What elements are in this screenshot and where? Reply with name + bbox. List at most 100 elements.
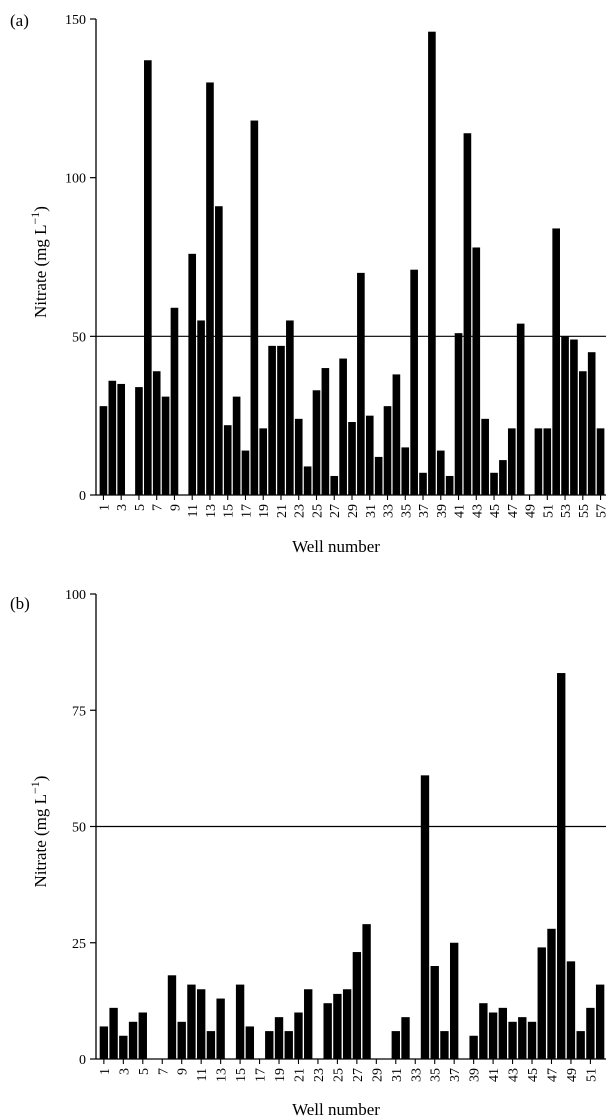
x-tick-label: 3 bbox=[115, 504, 130, 511]
bar-well-45 bbox=[490, 472, 498, 495]
x-tick-label: 9 bbox=[176, 1068, 191, 1075]
bar-well-31 bbox=[365, 415, 374, 495]
bar-well-37 bbox=[419, 472, 427, 495]
bar-well-11 bbox=[188, 253, 197, 495]
x-tick-label: 29 bbox=[370, 1068, 385, 1082]
bar-well-46 bbox=[499, 460, 507, 495]
bar-well-36 bbox=[410, 269, 418, 495]
bar-well-10 bbox=[187, 984, 196, 1059]
bar-well-3 bbox=[117, 383, 126, 495]
bar-well-1 bbox=[99, 1026, 109, 1059]
y-axis-title-superscript: −1 bbox=[28, 781, 42, 794]
bar-well-9 bbox=[170, 307, 179, 495]
bar-well-42 bbox=[463, 133, 472, 496]
x-tick-label: 11 bbox=[195, 1068, 210, 1081]
bar-well-25 bbox=[312, 390, 321, 495]
x-tick-label: 23 bbox=[312, 1068, 327, 1082]
x-tick-label: 57 bbox=[595, 504, 609, 518]
x-tick-label: 27 bbox=[351, 1068, 366, 1082]
bar-well-48 bbox=[557, 673, 566, 1059]
x-tick-label: 55 bbox=[577, 504, 592, 518]
x-tick-label: 7 bbox=[151, 504, 166, 511]
y-axis-title-superscript: −1 bbox=[28, 212, 42, 225]
y-tick-label: 50 bbox=[72, 330, 86, 345]
bar-well-43 bbox=[508, 1021, 517, 1059]
bar-well-41 bbox=[488, 1012, 498, 1059]
x-tick-label: 47 bbox=[506, 504, 521, 518]
bar-well-5 bbox=[135, 387, 143, 495]
y-tick-label: 75 bbox=[72, 704, 86, 719]
x-tick-label: 35 bbox=[399, 504, 414, 518]
x-tick-label: 33 bbox=[409, 1068, 424, 1082]
y-tick-label: 100 bbox=[65, 588, 86, 603]
bar-well-47 bbox=[547, 928, 556, 1059]
bar-well-3 bbox=[119, 1035, 128, 1059]
bar-well-40 bbox=[445, 475, 454, 495]
bar-well-26 bbox=[321, 368, 330, 495]
x-tick-label: 39 bbox=[468, 1068, 483, 1082]
x-tick-label: 19 bbox=[257, 504, 272, 518]
x-tick-label: 17 bbox=[239, 504, 254, 518]
bar-well-57 bbox=[596, 428, 605, 495]
x-tick-label: 47 bbox=[545, 1068, 560, 1082]
x-tick-label: 11 bbox=[186, 504, 201, 517]
bar-well-52 bbox=[595, 984, 605, 1059]
bar-well-18 bbox=[265, 1031, 274, 1059]
bar-well-24 bbox=[323, 1003, 332, 1059]
x-axis-title: Well number bbox=[292, 1100, 380, 1117]
bar-well-41 bbox=[454, 333, 463, 495]
bar-well-22 bbox=[304, 989, 313, 1059]
bar-well-13 bbox=[206, 82, 214, 495]
bar-well-42 bbox=[498, 1007, 508, 1059]
y-tick-label: 150 bbox=[65, 13, 86, 28]
y-axis-title-close: ) bbox=[31, 206, 50, 212]
x-tick-label: 35 bbox=[429, 1068, 444, 1082]
x-tick-label: 31 bbox=[390, 1068, 405, 1082]
x-tick-label: 1 bbox=[97, 504, 112, 511]
bar-well-2 bbox=[109, 1007, 118, 1059]
y-tick-label: 25 bbox=[72, 937, 86, 952]
bar-well-39 bbox=[436, 450, 445, 495]
x-tick-label: 37 bbox=[417, 504, 432, 518]
bar-well-23 bbox=[294, 418, 303, 495]
bar-well-32 bbox=[401, 1017, 410, 1059]
bar-well-21 bbox=[294, 1012, 303, 1059]
bar-well-53 bbox=[561, 336, 569, 495]
x-tick-label: 17 bbox=[254, 1068, 269, 1082]
bar-well-49 bbox=[566, 961, 576, 1059]
bar-well-28 bbox=[339, 358, 347, 495]
bar-well-37 bbox=[449, 942, 459, 1059]
bar-well-26 bbox=[342, 989, 352, 1059]
y-tick-label: 0 bbox=[79, 1053, 86, 1068]
bar-well-54 bbox=[570, 339, 578, 495]
bar-well-38 bbox=[428, 31, 436, 496]
bar-well-27 bbox=[330, 475, 339, 495]
x-tick-label: 1 bbox=[98, 1068, 113, 1075]
panel-label: (b) bbox=[10, 594, 30, 613]
panel-label: (a) bbox=[10, 11, 29, 30]
bar-well-12 bbox=[197, 320, 205, 495]
x-tick-label: 41 bbox=[453, 504, 468, 518]
y-axis-title-close: ) bbox=[31, 776, 50, 782]
x-tick-label: 45 bbox=[488, 504, 503, 518]
bar-well-19 bbox=[259, 428, 268, 495]
x-tick-label: 3 bbox=[117, 1068, 132, 1075]
y-axis-title: Nitrate (mg L−1) bbox=[28, 776, 50, 888]
x-tick-label: 51 bbox=[541, 504, 556, 518]
bar-well-27 bbox=[352, 952, 362, 1059]
bar-well-20 bbox=[268, 345, 276, 495]
x-tick-label: 5 bbox=[137, 1068, 152, 1075]
bar-well-6 bbox=[144, 60, 152, 496]
bar-well-15 bbox=[235, 984, 245, 1059]
y-tick-label: 0 bbox=[79, 489, 86, 504]
x-tick-label: 29 bbox=[346, 504, 361, 518]
x-tick-label: 15 bbox=[234, 1068, 249, 1082]
x-tick-label: 43 bbox=[507, 1068, 522, 1082]
bar-well-21 bbox=[277, 345, 285, 495]
x-tick-label: 49 bbox=[565, 1068, 580, 1082]
bar-well-46 bbox=[537, 947, 546, 1059]
bar-well-43 bbox=[472, 247, 481, 495]
